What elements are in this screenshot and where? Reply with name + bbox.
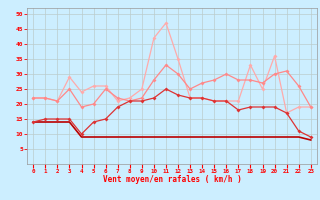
X-axis label: Vent moyen/en rafales ( km/h ): Vent moyen/en rafales ( km/h )	[103, 175, 241, 184]
